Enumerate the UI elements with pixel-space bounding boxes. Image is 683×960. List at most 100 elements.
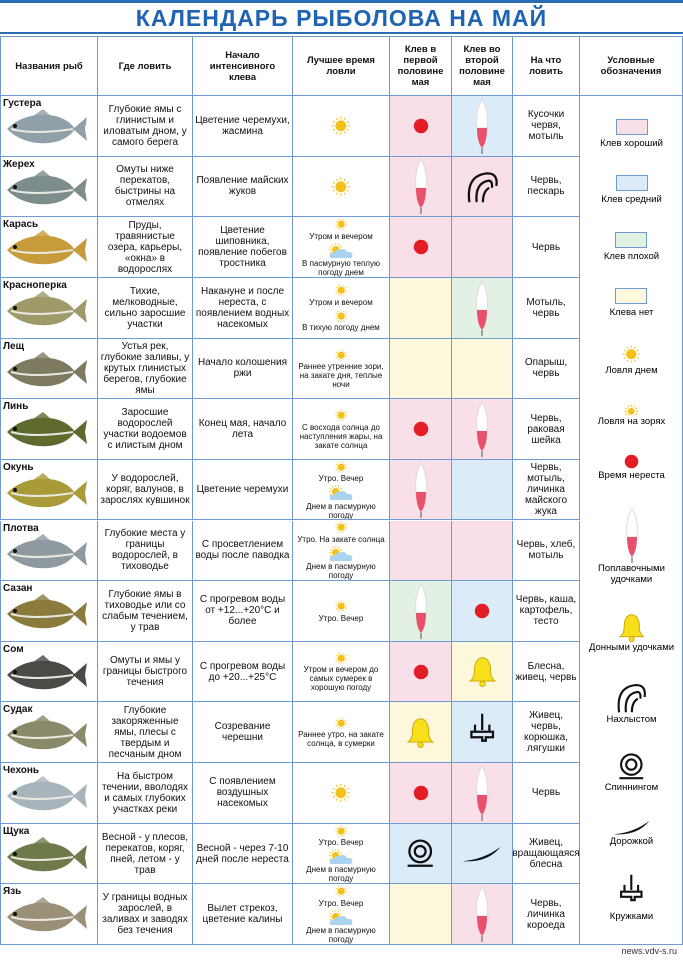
where-cell: Пруды, травянистые озера, карьеры, «окна… (98, 217, 193, 278)
icon (467, 172, 498, 203)
icon (334, 460, 347, 473)
where-cell: Глубокие места у границы водорослей, в т… (98, 520, 193, 582)
fish-cell: Сом (0, 641, 98, 703)
bite-cell (390, 520, 452, 582)
best-time-text: С восхода солнца до наступления жары, на… (299, 422, 383, 450)
bait-cell: Кусочки червя, мотыль (513, 96, 580, 157)
icon (476, 764, 488, 821)
icon (470, 714, 494, 743)
fish-illustration (7, 230, 87, 265)
column-header: Клев во второй половине мая (452, 36, 513, 96)
fish-illustration (7, 836, 87, 871)
best-time-item: Утро. На закате солнца (297, 521, 385, 544)
legend: Клев хороший Клев средний Клев плохой Клева… (580, 96, 683, 945)
legend-label: Дорожкой (609, 835, 654, 847)
best-time-text: Утром и вечером (309, 297, 373, 307)
best-time-text: Днем в пасмурную погоду (306, 926, 376, 945)
start-cell: Цветение черемухи, жасмина (193, 96, 293, 157)
best-time-cell: Раннее утро, на закате солнца, в сумерки (293, 702, 390, 764)
fish-name: Судак (3, 704, 33, 716)
best-time-cell (293, 96, 390, 157)
fish-cell: Красноперка (0, 277, 98, 339)
legend-label: Донными удочками (588, 642, 675, 654)
fish-cell: Сазан (0, 581, 98, 642)
bite-cell (452, 96, 513, 157)
bite-cell (390, 702, 452, 764)
fish-cell: Плотва (0, 520, 98, 582)
icon (413, 118, 428, 134)
legend-item: Поплавочными удочками (580, 507, 683, 585)
legend-label: Ловля днем (605, 364, 658, 376)
fish-cell: Чехонь (0, 763, 98, 824)
bite-cell (452, 823, 513, 885)
legend-swatch (615, 119, 648, 136)
fish-illustration (7, 412, 87, 447)
bite-cell (452, 581, 513, 642)
legend-item: Клев средний (601, 175, 662, 205)
fish-name: Сом (3, 643, 24, 655)
fish-illustration (7, 290, 87, 326)
icon (329, 848, 353, 864)
bite-cell (390, 823, 452, 885)
bite-cell (452, 156, 513, 218)
fish-name: Сазан (3, 583, 33, 595)
best-time-text: Утром и вечером до самых сумерек в хорош… (303, 665, 379, 693)
fish-name: Карась (3, 219, 39, 231)
best-time-item: Раннее утро, на закате солнца, в сумерки (295, 716, 387, 748)
bait-cell: Блесна, живец, червь (513, 641, 580, 703)
icon (413, 239, 428, 255)
bait-cell: Опарыш, червь (513, 338, 580, 400)
fish-cell: Линь (0, 399, 98, 460)
icon (334, 885, 347, 898)
icon (613, 820, 650, 835)
fish-cell: Густера (0, 96, 98, 157)
fish-name: Лещ (3, 340, 25, 352)
start-cell: Начало колошения ржи (193, 338, 293, 400)
best-time-text: Утро. Вечер (318, 837, 364, 847)
icon (625, 507, 638, 564)
legend-item: Клева нет (610, 288, 653, 318)
best-time-item: Утром и вечером (309, 217, 373, 241)
start-cell: Весной - через 7-10 дней после нереста (193, 823, 293, 885)
legend-swatch (615, 288, 648, 305)
best-time-text: Утром и вечером (309, 231, 373, 241)
legend-item: Спиннингом (605, 751, 658, 793)
where-cell: У водорослей, коряг, валунов, в зарослях… (98, 459, 193, 521)
legend-label: Время нереста (598, 470, 665, 482)
best-time-text: Утро. Вечер (318, 613, 364, 623)
best-time-item: Раннее утренние зори, на закате дня, теп… (295, 348, 387, 389)
icon (332, 783, 350, 802)
best-time-item: Днем в пасмурную погоду (295, 909, 387, 945)
where-cell: Омуты и ямы у границы быстрого течения (98, 641, 193, 703)
fish-cell: Щука (0, 823, 98, 885)
where-cell: На быстром течении, вволодях и самых глу… (98, 763, 193, 824)
bite-cell (452, 520, 513, 582)
start-cell: С просветлением воды после паводка (193, 520, 293, 582)
column-header: На что ловить (513, 36, 580, 96)
bite-cell (452, 884, 513, 945)
legend-item: Нахлыстом (606, 680, 657, 725)
bait-cell: Червь, мотыль, личинка майского жука (513, 459, 580, 521)
start-cell: Цветение шиповника, появление побегов тр… (193, 217, 293, 278)
start-cell: Накануне и после нереста, с появлением в… (193, 277, 293, 339)
fish-name: Линь (3, 401, 29, 413)
icon (334, 409, 347, 422)
legend-item: Клев хороший (600, 119, 663, 149)
icon (407, 718, 434, 748)
best-time-cell (293, 763, 390, 824)
icon (474, 603, 490, 619)
icon (334, 284, 347, 297)
fish-name: Язь (3, 886, 22, 898)
bite-cell (452, 277, 513, 339)
icon (618, 613, 645, 642)
legend-label: Кружками (609, 910, 654, 922)
best-time-item (330, 782, 352, 804)
best-time-cell: Утро. Вечер Днем в пасмурную погоду (293, 459, 390, 521)
fish-illustration (7, 109, 87, 144)
best-time-item: Утро. Вечер (318, 599, 364, 623)
bite-cell (452, 399, 513, 460)
bite-cell (452, 459, 513, 521)
icon (332, 177, 350, 196)
bait-cell: Живец, вращающаяся блесна (513, 823, 580, 885)
icon (476, 886, 488, 943)
